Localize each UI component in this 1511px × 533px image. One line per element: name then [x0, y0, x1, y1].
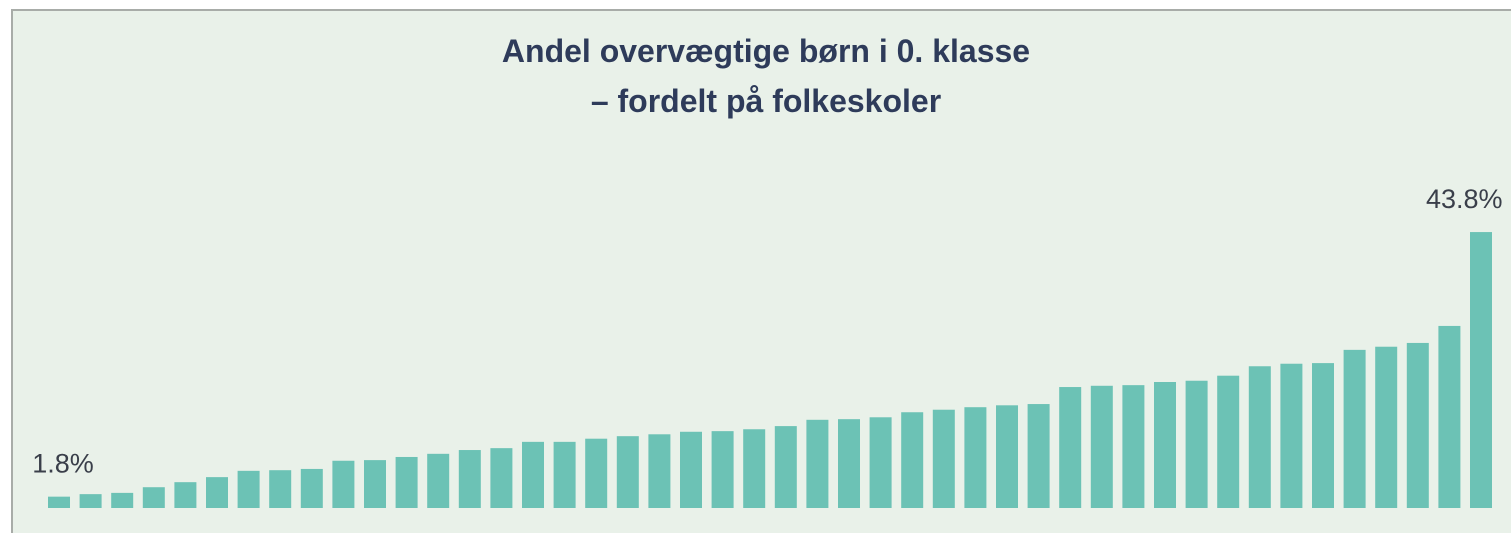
bar	[48, 496, 70, 508]
chart-title: Andel overvægtige børn i 0. klasse	[502, 33, 1030, 69]
bar	[1217, 375, 1240, 508]
bar	[932, 409, 955, 508]
bar	[206, 477, 228, 508]
bar	[269, 470, 292, 508]
bar	[1343, 349, 1366, 508]
bar	[1090, 385, 1113, 508]
bar	[743, 429, 766, 508]
value-label: 1.8%	[32, 449, 94, 479]
bar	[458, 450, 481, 508]
bar	[1280, 363, 1303, 508]
bar	[616, 436, 639, 508]
bar	[1154, 382, 1176, 508]
bar	[901, 412, 924, 508]
bar	[996, 405, 1018, 508]
bar	[1248, 366, 1271, 508]
bar	[1122, 385, 1145, 508]
bar	[838, 419, 860, 508]
bar	[1406, 342, 1429, 508]
bar	[774, 426, 797, 508]
bar	[1312, 363, 1334, 508]
bar	[648, 434, 671, 508]
bar	[111, 492, 134, 508]
bar	[522, 441, 544, 508]
bar	[869, 417, 892, 508]
bar	[1375, 346, 1398, 508]
bar	[1470, 232, 1492, 508]
bar	[711, 431, 734, 508]
bar	[1185, 380, 1208, 508]
bar	[300, 468, 323, 508]
bar	[585, 438, 608, 508]
bar	[79, 494, 102, 508]
bar	[1027, 404, 1050, 508]
bar	[142, 487, 165, 508]
bar	[680, 431, 702, 508]
chart-subtitle: – fordelt på folkeskoler	[591, 83, 941, 119]
bar	[395, 456, 418, 508]
bar	[1438, 325, 1461, 508]
bar	[174, 482, 197, 508]
bar	[237, 470, 260, 508]
bar	[553, 441, 576, 508]
bar	[490, 448, 513, 508]
value-label: 43.8%	[1426, 184, 1503, 214]
bar	[427, 453, 450, 508]
bar	[806, 419, 829, 508]
bar	[1059, 387, 1082, 508]
bar	[332, 460, 355, 508]
bar	[964, 407, 987, 508]
bar	[364, 460, 386, 508]
